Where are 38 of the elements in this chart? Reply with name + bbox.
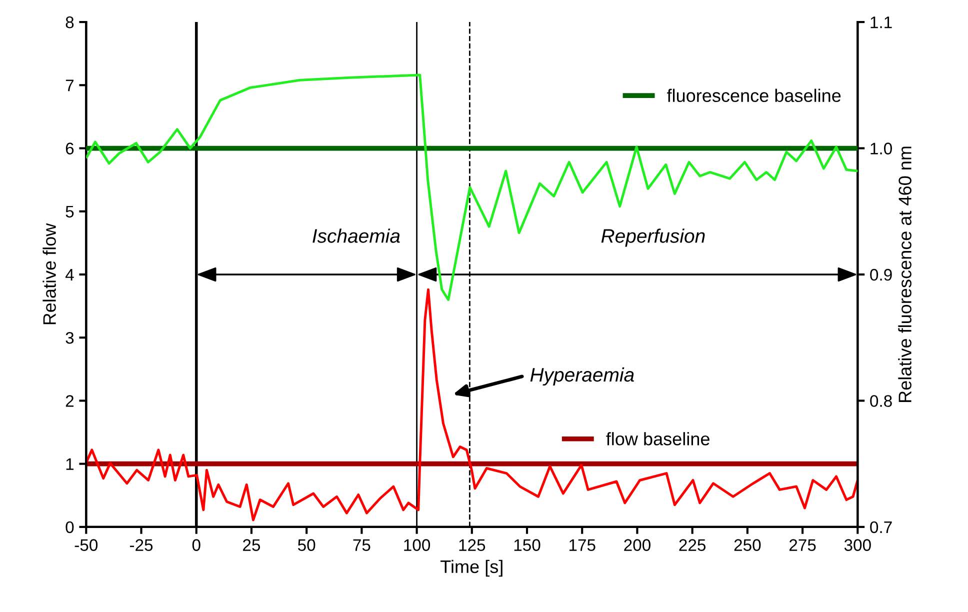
legend-label: flow baseline bbox=[606, 432, 710, 446]
y-tick-label: 4 bbox=[65, 269, 74, 281]
x-tick-label: -50 bbox=[74, 539, 98, 551]
y-tick-label: 6 bbox=[66, 142, 74, 154]
y2-tick-label: 1.1 bbox=[870, 16, 892, 28]
x-tick-label: 25 bbox=[243, 539, 260, 551]
x-tick-label: 50 bbox=[298, 539, 316, 551]
y2-tick-label: 0.9 bbox=[870, 268, 892, 281]
x-tick-label: 250 bbox=[734, 539, 761, 551]
legend-label: fluorescence baseline bbox=[667, 88, 841, 102]
x-tick-label: 125 bbox=[459, 539, 486, 551]
y2-tick-label: 0.8 bbox=[870, 395, 892, 407]
y2-axis-title: Relative fluorescence at 460 nm bbox=[898, 146, 912, 402]
x-tick-label: 100 bbox=[404, 539, 430, 551]
y-axis-title: Relative flow bbox=[42, 223, 56, 324]
y-tick-label: 7 bbox=[66, 80, 74, 92]
annotation: Ischaemia bbox=[312, 228, 400, 243]
y2-tick-label: 0.7 bbox=[870, 521, 892, 534]
x-axis-title: Time [s] bbox=[440, 560, 502, 577]
x-tick-label: -25 bbox=[130, 539, 153, 551]
x-tick-label: 0 bbox=[192, 539, 200, 551]
y-tick-label: 8 bbox=[66, 16, 74, 28]
x-tick-label: 225 bbox=[679, 539, 706, 551]
y-tick-label: 3 bbox=[66, 332, 74, 344]
y-tick-label: 5 bbox=[66, 206, 74, 218]
y2-tick-label: 1.0 bbox=[870, 142, 892, 154]
annotation: Reperfusion bbox=[601, 228, 705, 247]
x-tick-label: 150 bbox=[514, 539, 540, 551]
y-tick-label: 0 bbox=[66, 521, 74, 534]
x-tick-label: 200 bbox=[624, 539, 650, 551]
x-tick-label: 300 bbox=[844, 539, 871, 551]
y-tick-label: 1 bbox=[66, 458, 74, 470]
y-tick-label: 2 bbox=[66, 395, 74, 407]
line-series bbox=[86, 288, 858, 522]
x-tick-label: 175 bbox=[569, 539, 596, 551]
x-tick-label: 275 bbox=[789, 539, 816, 551]
annotation: Hyperaemia bbox=[530, 367, 634, 386]
x-tick-label: 75 bbox=[353, 539, 370, 551]
